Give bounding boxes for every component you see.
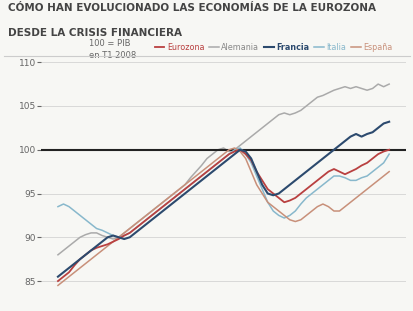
Legend: Eurozona, Alemania, Francia, Italia, España: Eurozona, Alemania, Francia, Italia, Esp… (154, 43, 391, 52)
Text: CÓMO HAN EVOLUCIONADO LAS ECONOMÍAS DE LA EUROZONA: CÓMO HAN EVOLUCIONADO LAS ECONOMÍAS DE L… (8, 3, 375, 13)
Text: DESDE LA CRISIS FINANCIERA: DESDE LA CRISIS FINANCIERA (8, 28, 182, 38)
Text: 100 = PIB
en T1 2008: 100 = PIB en T1 2008 (88, 39, 136, 60)
